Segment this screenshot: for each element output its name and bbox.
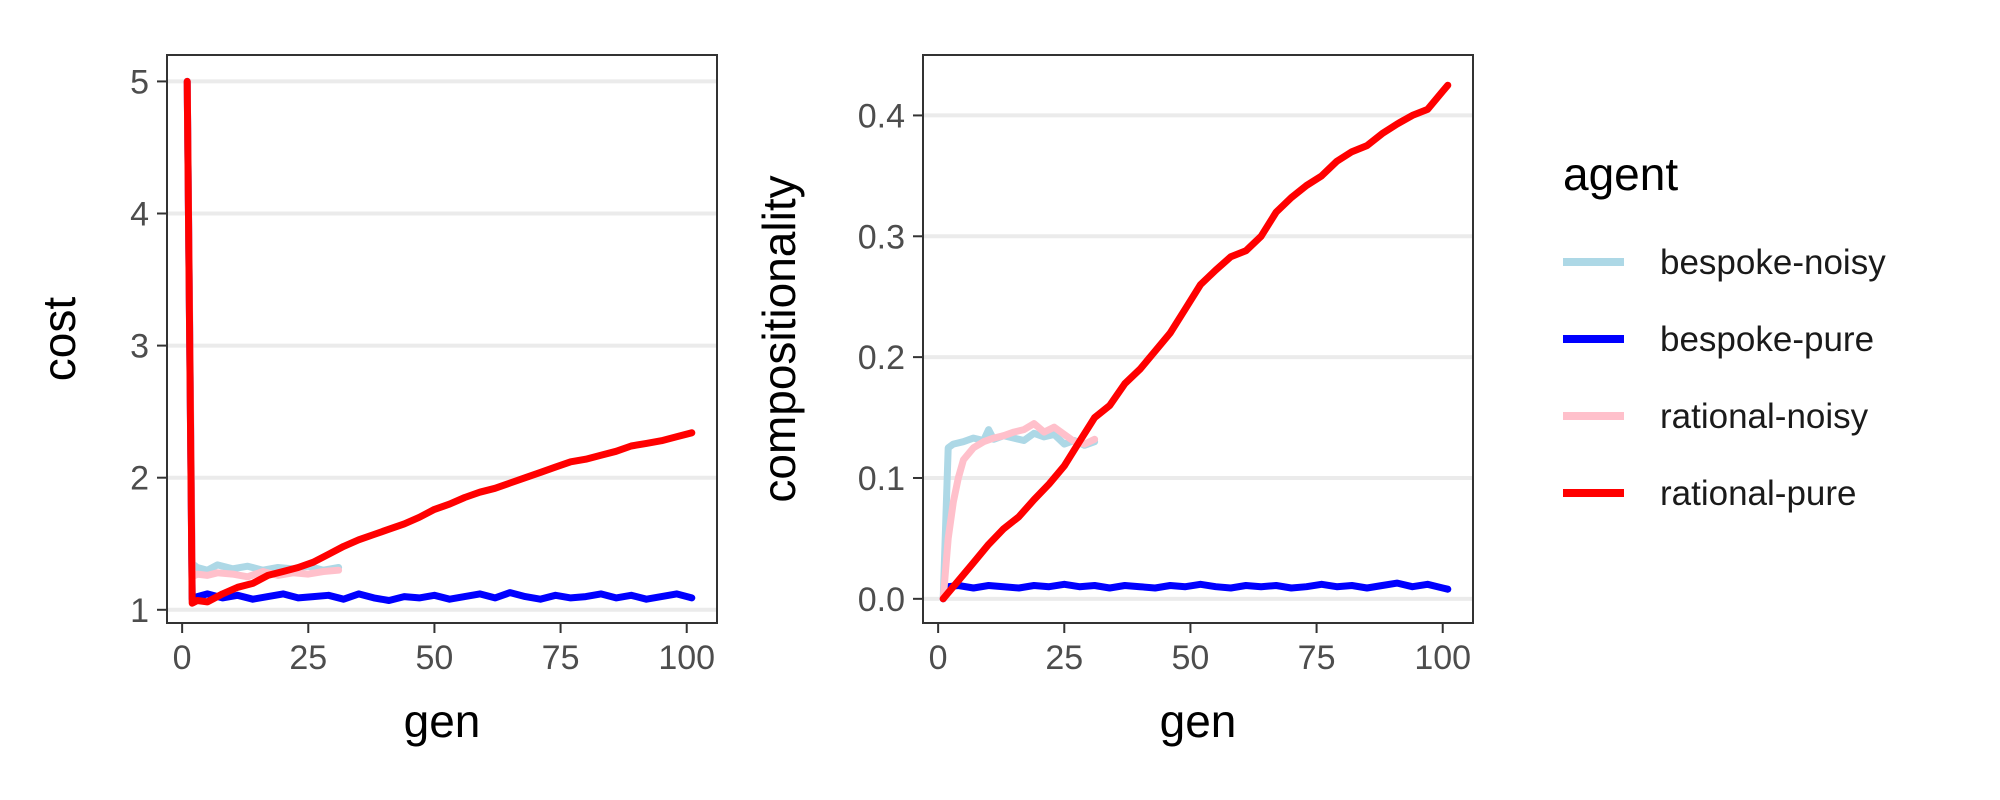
legend-label-rational-noisy: rational-noisy bbox=[1660, 397, 1869, 436]
compositionality-ytick-label: 0.1 bbox=[858, 460, 905, 498]
cost-x-axis-title: gen bbox=[404, 695, 481, 747]
compositionality-ytick-label: 0.4 bbox=[858, 97, 905, 135]
cost-line-rational-pure bbox=[183, 77, 696, 607]
cost-xtick-label: 100 bbox=[658, 639, 715, 677]
cost-ytick-label: 2 bbox=[130, 460, 149, 498]
cost-ytick-label: 3 bbox=[130, 328, 149, 366]
compositionality-ytick-label: 0.0 bbox=[858, 581, 905, 619]
cost-xtick-label: 25 bbox=[289, 639, 327, 677]
compositionality-y-axis-title: compositionality bbox=[753, 175, 805, 502]
cost-xtick-label: 0 bbox=[173, 639, 192, 677]
compositionality-line-rational-noisy bbox=[939, 420, 1099, 603]
compositionality-xtick-label: 0 bbox=[929, 639, 948, 677]
compositionality-ytick-label: 0.2 bbox=[858, 339, 905, 377]
cost-line-bespoke-noisy bbox=[183, 77, 343, 574]
cost-ytick-label: 5 bbox=[130, 63, 149, 101]
cost-line-bespoke-pure bbox=[183, 77, 696, 604]
compositionality-xtick-label: 50 bbox=[1172, 639, 1210, 677]
legend-label-bespoke-pure: bespoke-pure bbox=[1660, 320, 1874, 359]
legend-label-bespoke-noisy: bespoke-noisy bbox=[1660, 243, 1886, 282]
cost-panel-border bbox=[166, 54, 718, 624]
cost-xtick-label: 75 bbox=[542, 639, 580, 677]
compositionality-xtick-label: 75 bbox=[1298, 639, 1336, 677]
compositionality-panel: 0.0 0.1 0.2 0.3 0.4 0 25 50 75 100 gen compositiona… bbox=[753, 54, 1474, 747]
compositionality-line-bespoke-pure bbox=[939, 579, 1452, 603]
legend: agent bespoke-noisy bespoke-pure rational-… bbox=[1563, 148, 1886, 513]
legend-label-rational-pure: rational-pure bbox=[1660, 474, 1857, 513]
compositionality-xtick-label: 100 bbox=[1414, 639, 1471, 677]
compositionality-panel-border bbox=[922, 54, 1474, 624]
cost-line-rational-noisy bbox=[183, 77, 343, 581]
cost-ytick-label: 1 bbox=[130, 592, 149, 630]
cost-ytick-label: 4 bbox=[130, 196, 149, 234]
compositionality-ytick-label: 0.3 bbox=[858, 218, 905, 256]
compositionality-x-axis-title: gen bbox=[1160, 695, 1237, 747]
compositionality-xtick-label: 25 bbox=[1045, 639, 1083, 677]
compositionality-line-rational-pure bbox=[939, 81, 1452, 603]
cost-xtick-label: 50 bbox=[416, 639, 454, 677]
cost-y-axis-title: cost bbox=[33, 297, 85, 382]
legend-title: agent bbox=[1563, 148, 1678, 200]
